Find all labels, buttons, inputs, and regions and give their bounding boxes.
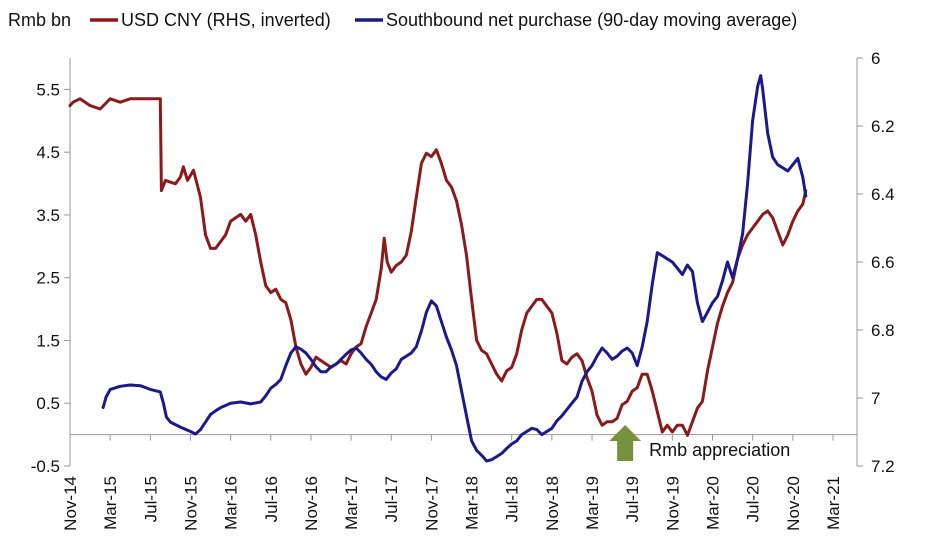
x-tick-label: Mar-19 bbox=[583, 476, 602, 530]
right-y-ticks: 6 6.2 6.4 6.6 6.8 7 7.2 bbox=[857, 49, 895, 476]
x-tick-label: Mar-21 bbox=[824, 476, 843, 530]
right-tick-label: 6 bbox=[871, 49, 880, 68]
x-tick-label: Mar-17 bbox=[342, 476, 361, 530]
x-tick-label: Nov-14 bbox=[61, 476, 80, 531]
y-unit-label: Rmb bn bbox=[8, 10, 71, 30]
right-tick-label: 7 bbox=[871, 389, 880, 408]
left-y-ticks: 5.5 4.5 3.5 2.5 1.5 0.5 -0.5 bbox=[31, 80, 70, 476]
x-tick-label: Jul-15 bbox=[141, 476, 160, 522]
x-tick-label: Nov-20 bbox=[784, 476, 803, 531]
legend-label-usdcny: USD CNY (RHS, inverted) bbox=[121, 10, 331, 30]
left-tick-label: 4.5 bbox=[36, 143, 60, 162]
x-tick-label: Jul-16 bbox=[262, 476, 281, 522]
usdcny-line bbox=[68, 97, 808, 437]
right-tick-label: 6.2 bbox=[871, 117, 895, 136]
left-tick-label: 2.5 bbox=[36, 269, 60, 288]
x-tick-label: Mar-20 bbox=[703, 476, 722, 530]
x-tick-label: Nov-18 bbox=[543, 476, 562, 531]
x-tick-label: Jul-17 bbox=[382, 476, 401, 522]
annotation-text: Rmb appreciation bbox=[649, 440, 790, 460]
x-tick-label: Jul-18 bbox=[503, 476, 522, 522]
x-tick-label: Jul-19 bbox=[623, 476, 642, 522]
left-tick-label: -0.5 bbox=[31, 457, 60, 476]
right-tick-label: 6.6 bbox=[871, 253, 895, 272]
left-tick-label: 5.5 bbox=[36, 80, 60, 99]
legend-label-southbound: Southbound net purchase (90-day moving a… bbox=[386, 10, 797, 30]
x-tick-label: Mar-16 bbox=[222, 476, 241, 530]
x-tick-label: Jul-20 bbox=[744, 476, 763, 522]
series-layer bbox=[68, 74, 808, 463]
x-tick-label: Nov-17 bbox=[422, 476, 441, 531]
x-tick-label: Mar-18 bbox=[463, 476, 482, 530]
right-tick-label: 6.4 bbox=[871, 185, 895, 204]
x-tick-label: Nov-15 bbox=[181, 476, 200, 531]
southbound-line bbox=[101, 74, 808, 463]
annotation: Rmb appreciation bbox=[609, 425, 790, 461]
right-tick-label: 7.2 bbox=[871, 457, 895, 476]
left-tick-label: 1.5 bbox=[36, 331, 60, 350]
appreciation-arrow-icon bbox=[609, 425, 642, 461]
x-tick-label: Mar-15 bbox=[101, 476, 120, 530]
legend: Rmb bn USD CNY (RHS, inverted) Southboun… bbox=[8, 10, 797, 30]
x-axis-ticks: Nov-14 Mar-15 Jul-15 Nov-15 Mar-16 Jul-16 Nov-… bbox=[61, 434, 843, 531]
x-tick-label: Nov-19 bbox=[663, 476, 682, 531]
right-tick-label: 6.8 bbox=[871, 321, 895, 340]
left-tick-label: 0.5 bbox=[36, 394, 60, 413]
left-tick-label: 3.5 bbox=[36, 206, 60, 225]
x-tick-label: Nov-16 bbox=[302, 476, 321, 531]
